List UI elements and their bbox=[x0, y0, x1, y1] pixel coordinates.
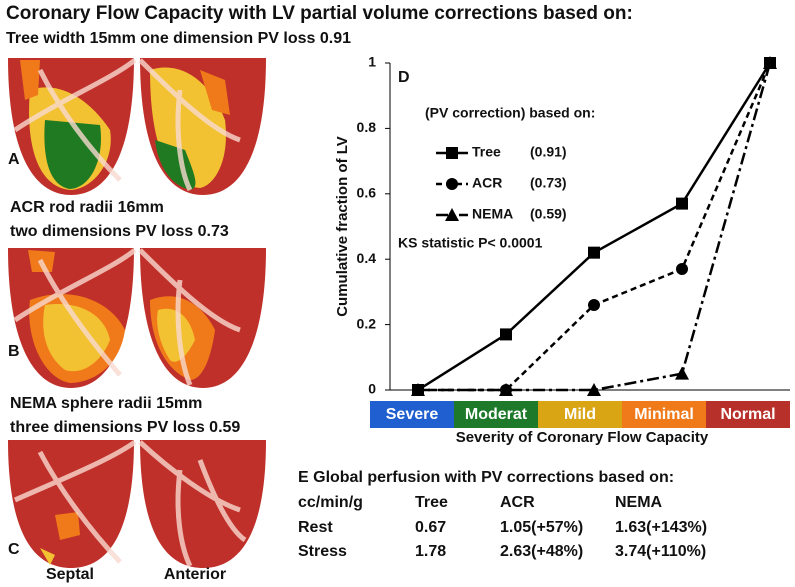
legend-note: (0.91) bbox=[530, 144, 567, 160]
panel-caption: ACR rod radii 16mm bbox=[10, 199, 164, 216]
legend-note: (0.59) bbox=[530, 206, 567, 222]
legend-label: ACR bbox=[472, 175, 502, 191]
x-tick-label: Minimal bbox=[634, 406, 694, 423]
legend-marker bbox=[445, 208, 459, 221]
table-header: ACR bbox=[500, 494, 535, 511]
table-header: NEMA bbox=[615, 494, 663, 511]
y-axis-label: Cumulative fraction of LV bbox=[334, 136, 351, 317]
legend-marker bbox=[446, 147, 458, 159]
y-tick-label: 0.4 bbox=[357, 250, 377, 266]
y-tick-label: 0 bbox=[368, 381, 376, 397]
table-cell: 2.63(+48%) bbox=[500, 543, 583, 560]
category-box bbox=[706, 401, 790, 428]
table-cell: Stress bbox=[298, 543, 347, 560]
marker bbox=[763, 56, 777, 69]
table-cell: 1.78 bbox=[415, 543, 446, 560]
marker bbox=[587, 383, 601, 396]
table-cell: 1.05(+57%) bbox=[500, 519, 583, 536]
table-header: cc/min/g bbox=[298, 494, 363, 511]
category-box bbox=[370, 401, 454, 428]
legend-note: (0.73) bbox=[530, 175, 567, 191]
marker bbox=[676, 197, 688, 210]
panel-caption: NEMA sphere radii 15mm bbox=[10, 395, 202, 412]
annotation: KS statistic P< 0.0001 bbox=[398, 235, 543, 251]
legend-label: NEMA bbox=[472, 206, 513, 222]
x-axis-label: Severity of Coronary Flow Capacity bbox=[456, 429, 709, 446]
polar-map bbox=[8, 58, 266, 195]
x-tick-label: Normal bbox=[720, 406, 775, 423]
table-title: E Global perfusion with PV corrections b… bbox=[298, 469, 674, 486]
marker bbox=[411, 383, 425, 396]
marker bbox=[675, 366, 689, 380]
polar-map bbox=[8, 439, 266, 568]
figure-title: Coronary Flow Capacity with LV partial v… bbox=[6, 3, 633, 24]
legend-marker bbox=[446, 178, 458, 190]
polar-map bbox=[8, 248, 266, 388]
y-tick-label: 1 bbox=[368, 54, 376, 70]
category-box bbox=[622, 401, 706, 428]
panel-label: A bbox=[8, 151, 20, 168]
marker bbox=[588, 298, 600, 311]
y-tick-label: 0.6 bbox=[357, 185, 377, 201]
category-box bbox=[454, 401, 538, 428]
panel-caption: Tree width 15mm one dimension PV loss 0.… bbox=[6, 30, 351, 47]
table-cell: 0.67 bbox=[415, 519, 446, 536]
region-label: Septal bbox=[46, 566, 94, 583]
x-tick-label: Moderat bbox=[465, 406, 528, 423]
marker bbox=[588, 246, 600, 259]
legend-title: (PV correction) based on: bbox=[425, 105, 595, 121]
marker bbox=[676, 263, 688, 276]
panel-caption: two dimensions PV loss 0.73 bbox=[10, 223, 229, 240]
marker bbox=[499, 383, 513, 396]
table-cell: 1.63(+143%) bbox=[615, 519, 707, 536]
series-line bbox=[418, 62, 772, 392]
y-tick-label: 0.2 bbox=[357, 315, 377, 331]
category-box bbox=[538, 401, 622, 428]
panel-label: C bbox=[8, 541, 20, 558]
legend-label: Tree bbox=[472, 144, 501, 160]
y-tick-label: 0.8 bbox=[357, 119, 377, 135]
panel-caption: three dimensions PV loss 0.59 bbox=[10, 419, 240, 436]
panel-label: D bbox=[398, 69, 410, 86]
table: E Global perfusion with PV corrections b… bbox=[298, 469, 707, 560]
x-tick-label: Severe bbox=[386, 406, 439, 423]
panel-label: B bbox=[8, 343, 20, 360]
table-cell: Rest bbox=[298, 519, 333, 536]
chart: 0 0.2 0.4 0.6 0.8 1 Cumulative fraction of LV D… bbox=[334, 54, 790, 446]
marker bbox=[500, 328, 512, 341]
region-label: Anterior bbox=[164, 566, 226, 583]
table-cell: 3.74(+110%) bbox=[615, 543, 706, 560]
table-header: Tree bbox=[415, 494, 448, 511]
x-tick-label: Mild bbox=[564, 406, 596, 423]
